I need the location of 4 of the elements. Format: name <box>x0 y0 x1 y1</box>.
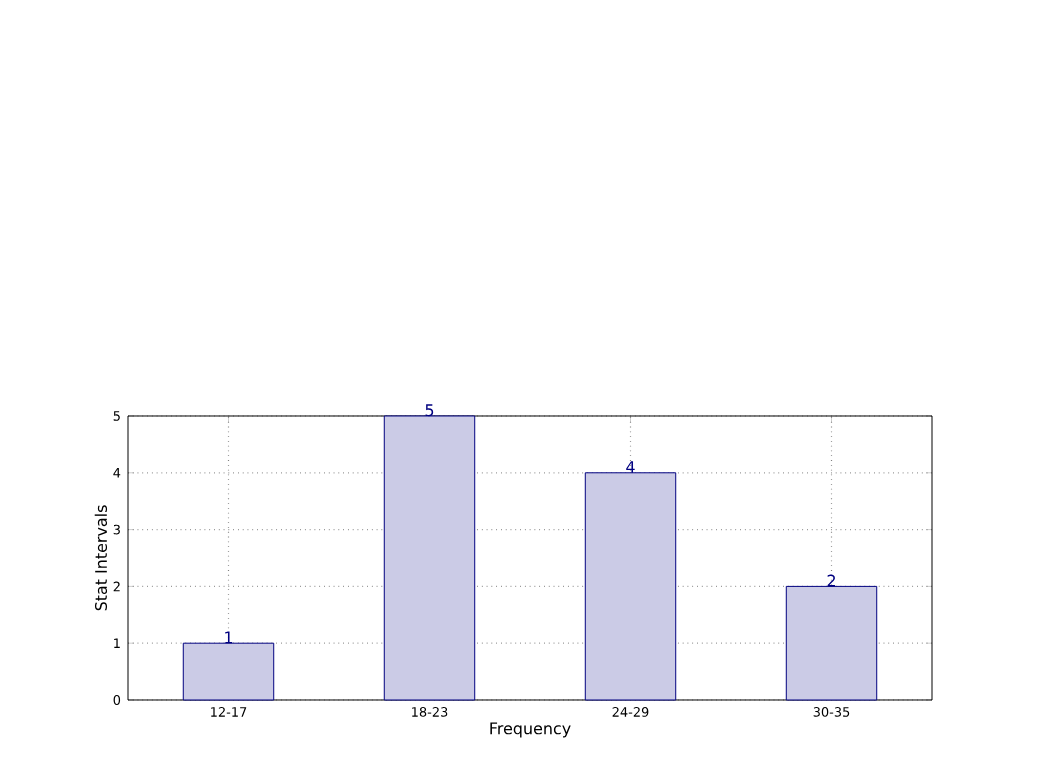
bar <box>584 472 677 701</box>
bar <box>383 415 476 701</box>
bar <box>785 585 878 701</box>
bar <box>182 642 275 701</box>
